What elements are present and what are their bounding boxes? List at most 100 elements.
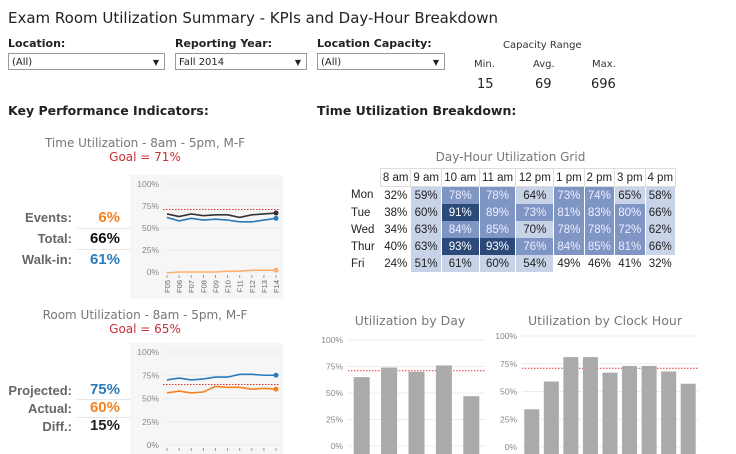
grid-cell: 81%	[553, 204, 585, 221]
grid-cell: 78%	[584, 221, 616, 238]
divider	[77, 249, 145, 250]
hour-chart-title: Utilization by Clock Hour	[528, 313, 682, 328]
time-util-title: Time Utilization - 8am - 5pm, M-F	[44, 136, 246, 150]
bar-2pm	[641, 365, 657, 454]
grid-cell: 85%	[479, 221, 517, 238]
chevron-down-icon: ▼	[152, 58, 159, 67]
y-tick-label: 25%	[142, 245, 159, 255]
series-line	[166, 373, 276, 381]
day-label: Fri	[345, 255, 381, 272]
events-value: 6%	[98, 209, 120, 226]
grid-cell: 59%	[410, 186, 442, 204]
grid-cell: 73%	[553, 186, 585, 204]
x-tick-label: F10	[224, 280, 233, 293]
page-title: Exam Room Utilization Summary - KPIs and…	[8, 9, 499, 27]
capacity-value: (All)	[321, 57, 342, 68]
grid-cell: 54%	[515, 255, 555, 272]
breakdown-heading: Time Utilization Breakdown:	[317, 103, 517, 118]
time-util-trend-chart: 0%25%50%75%100%F05 F06 F07 F08 F09 F10 F11 F12 F…	[130, 175, 283, 299]
walkin-value: 61%	[89, 251, 120, 268]
chevron-down-icon: ▼	[294, 58, 301, 67]
capacity-label: Location Capacity:	[317, 37, 432, 50]
series-line	[166, 216, 277, 223]
grid-cell: 93%	[441, 238, 480, 255]
corner-cell	[345, 169, 381, 187]
y-tick-label: 100%	[137, 347, 159, 357]
y-tick-label: 25%	[326, 415, 343, 425]
max-label: Max.	[592, 59, 616, 70]
grid-cell: 40%	[380, 238, 412, 255]
y-tick-label: 50%	[326, 388, 343, 398]
bar-1pm	[622, 365, 638, 454]
actual-label: Actual:	[27, 401, 72, 416]
grid-cell: 73%	[515, 204, 555, 221]
hour-header: 8 am	[379, 168, 412, 187]
grid-cell: 72%	[614, 221, 646, 238]
grid-cell: 32%	[645, 255, 676, 272]
grid-title: Day-Hour Utilization Grid	[435, 150, 586, 164]
total-value: 66%	[89, 230, 120, 247]
grid-cell: 81%	[614, 238, 646, 255]
hour-header: 2 pm	[583, 168, 616, 187]
series-end-point	[273, 372, 279, 378]
grid-cell: 85%	[584, 238, 616, 255]
bar-thur	[435, 365, 452, 454]
grid-cell: 49%	[553, 255, 585, 272]
x-tick-label: F09	[211, 280, 220, 293]
y-tick-label: 50%	[142, 223, 159, 233]
room-util-trend-chart: 0% 25% 50% 75% 100%	[130, 343, 283, 454]
max-value: 696	[591, 77, 616, 92]
y-tick-label: 75%	[500, 359, 517, 369]
bar-10am	[563, 357, 579, 454]
bar-12pm	[602, 372, 618, 454]
location-dropdown[interactable]: (All) ▼	[8, 53, 165, 70]
x-tick-label: F05	[163, 280, 172, 293]
grid-cell: 62%	[645, 221, 676, 238]
chart-background	[130, 175, 283, 299]
grid-cell: 91%	[441, 204, 480, 221]
hour-header: 10 am	[440, 168, 480, 187]
y-tick-label: 0%	[147, 267, 160, 277]
bar-mon	[353, 377, 370, 454]
day-label: Mon	[345, 186, 381, 204]
year-label: Reporting Year:	[175, 37, 273, 50]
y-tick-label: 100%	[137, 179, 159, 189]
kpi-heading: Key Performance Indicators:	[8, 103, 209, 118]
grid-cell: 46%	[584, 255, 616, 272]
bar-wed	[408, 371, 425, 454]
series-end-point	[273, 386, 279, 392]
grid-cell: 34%	[380, 221, 412, 238]
bar-11am	[582, 357, 598, 454]
grid-cell: 76%	[515, 238, 555, 255]
y-tick-label: 50%	[500, 387, 517, 397]
y-tick-label: 0%	[505, 442, 518, 452]
grid-cell: 78%	[553, 221, 585, 238]
series-line	[166, 212, 277, 219]
hour-header: 1 pm	[553, 168, 585, 187]
grid-cell: 24%	[380, 255, 412, 272]
room-util-goal: Goal = 65%	[109, 322, 181, 336]
y-tick-label: 25%	[142, 417, 159, 427]
grid-cell: 60%	[479, 255, 517, 272]
x-tick-label: F07	[187, 280, 196, 293]
y-tick-label: 0%	[147, 440, 160, 450]
grid-cell: 70%	[515, 221, 555, 238]
grid-cell: 83%	[584, 204, 616, 221]
x-tick-label: F06	[175, 280, 184, 293]
grid-cell: 58%	[645, 186, 676, 204]
avg-value: 69	[535, 77, 552, 92]
capacity-range-title: Capacity Range	[503, 40, 582, 51]
x-tick-label: F11	[236, 280, 245, 292]
day-hour-grid: 8 am 9 am 10 am 11 am 12 pm 1 pm 2 pm 3 pm 4 pm M…	[345, 168, 676, 272]
y-tick-label: 50%	[142, 394, 159, 404]
year-dropdown[interactable]: Fall 2014 ▼	[175, 53, 307, 70]
grid-cell: 51%	[410, 255, 442, 272]
grid-cell: 93%	[479, 238, 517, 255]
grid-cell: 84%	[441, 221, 480, 238]
y-tick-label: 75%	[326, 362, 343, 372]
capacity-dropdown[interactable]: (All) ▼	[317, 53, 445, 70]
hour-header: 12 pm	[515, 168, 555, 187]
grid-cell: 80%	[614, 204, 646, 221]
room-util-title: Room Utilization - 8am - 5pm, M-F	[42, 308, 248, 322]
series-line	[166, 385, 277, 394]
